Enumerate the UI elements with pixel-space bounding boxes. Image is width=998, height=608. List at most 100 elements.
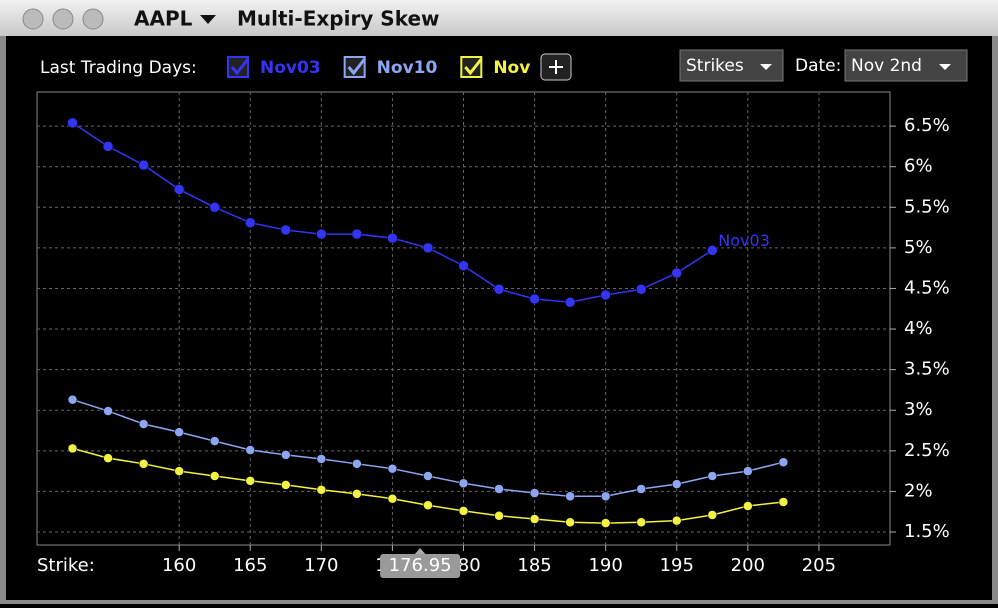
price-marker-box: [380, 554, 461, 578]
data-point: [209, 436, 220, 446]
data-point: [423, 471, 433, 481]
legend-checkbox: [343, 56, 366, 78]
data-point: [173, 184, 185, 195]
series-end-label: Nov03: [718, 231, 770, 250]
data-point: [672, 515, 682, 526]
data-point: [743, 466, 753, 476]
data-point: [494, 511, 504, 521]
data-point: [174, 466, 184, 476]
data-point: [600, 289, 611, 301]
data-point: [351, 228, 363, 240]
data-point: [281, 450, 291, 460]
data-point: [67, 117, 78, 129]
legend-check: [230, 58, 250, 76]
legend-check: [347, 58, 366, 76]
data-point: [529, 514, 540, 524]
data-point: [600, 491, 611, 502]
legend-check: [464, 58, 483, 76]
data-point: [565, 517, 575, 528]
data-point: [280, 224, 292, 236]
data-point: [138, 459, 149, 469]
data-point: [636, 517, 646, 528]
data-point: [564, 297, 576, 308]
data-point: [422, 242, 434, 254]
symbol-dropdown[interactable]: [200, 15, 216, 24]
y-tick-label: 4%: [904, 318, 933, 339]
data-point: [316, 228, 327, 240]
data-point: [458, 478, 469, 489]
data-point: [778, 457, 789, 467]
data-point: [245, 217, 256, 228]
y-tick-label: 6.5%: [904, 115, 950, 136]
data-point: [387, 232, 398, 244]
data-point: [493, 284, 505, 295]
date-label: Date:: [795, 56, 841, 76]
data-point: [245, 476, 255, 486]
legend-item[interactable]: Nov03: [227, 56, 321, 78]
x-tick-label: 170: [304, 555, 338, 576]
dropdown-arrow: [939, 64, 951, 70]
data-point: [352, 459, 362, 469]
data-point: [209, 202, 220, 213]
date-value: Nov 2nd: [851, 56, 922, 76]
data-point: [778, 497, 789, 507]
data-point: [743, 501, 753, 511]
x-tick-label: 160: [162, 555, 196, 576]
data-point: [281, 480, 291, 490]
data-point: [494, 484, 504, 494]
data-point: [529, 488, 540, 498]
dropdown-arrow: [760, 64, 772, 70]
legend-item[interactable]: Nov10: [343, 56, 438, 78]
data-point: [707, 510, 718, 520]
data-point: [387, 463, 398, 474]
data-point: [707, 245, 718, 256]
y-tick-label: 5%: [904, 237, 933, 258]
data-point: [138, 419, 149, 429]
y-tick-label: 4.5%: [904, 277, 950, 298]
data-point: [635, 284, 647, 295]
x-axis-label: Strike:: [37, 555, 95, 576]
data-point: [138, 159, 149, 171]
y-tick-label: 2%: [904, 480, 933, 501]
x-tick-label: 185: [517, 555, 551, 576]
y-tick-label: 5.5%: [904, 196, 950, 217]
data-point: [316, 485, 327, 495]
x-tick-label: 205: [802, 555, 836, 576]
legend-checkbox: [460, 56, 483, 78]
x-tick-label: 190: [588, 555, 622, 576]
y-tick-label: 6%: [904, 156, 933, 177]
data-point: [174, 427, 184, 437]
legend-item[interactable]: Nov: [460, 56, 530, 78]
x-tick-label: 165: [233, 555, 267, 576]
window-buttons[interactable]: [22, 8, 104, 30]
price-marker-arrow: [414, 548, 427, 555]
price-marker-label: 176.95: [389, 555, 452, 576]
symbol[interactable]: AAPL: [134, 7, 193, 31]
data-point: [565, 491, 575, 502]
data-point: [636, 484, 646, 494]
data-point: [103, 453, 113, 463]
data-point: [458, 506, 469, 516]
data-point: [529, 293, 540, 305]
data-point: [67, 394, 78, 405]
data-point: [352, 489, 362, 499]
y-tick-label: 2.5%: [904, 440, 950, 461]
x-tick-label: 195: [660, 555, 694, 576]
legend-label: Last Trading Days:: [40, 58, 197, 78]
data-point: [67, 443, 78, 454]
legend-checkbox: [227, 56, 249, 78]
window-title: Multi-Expiry Skew: [237, 7, 440, 31]
y-tick-label: 1.5%: [904, 521, 950, 542]
data-point: [458, 260, 469, 271]
view-value: Strikes: [686, 56, 744, 76]
data-point: [600, 518, 611, 528]
legend-text: Nov10: [377, 58, 438, 78]
data-point: [387, 493, 398, 504]
data-point: [672, 479, 682, 489]
data-point: [102, 141, 114, 152]
add-icon: [549, 60, 563, 74]
data-point: [316, 454, 327, 464]
y-tick-label: 3.5%: [904, 359, 950, 380]
data-point: [103, 406, 113, 416]
